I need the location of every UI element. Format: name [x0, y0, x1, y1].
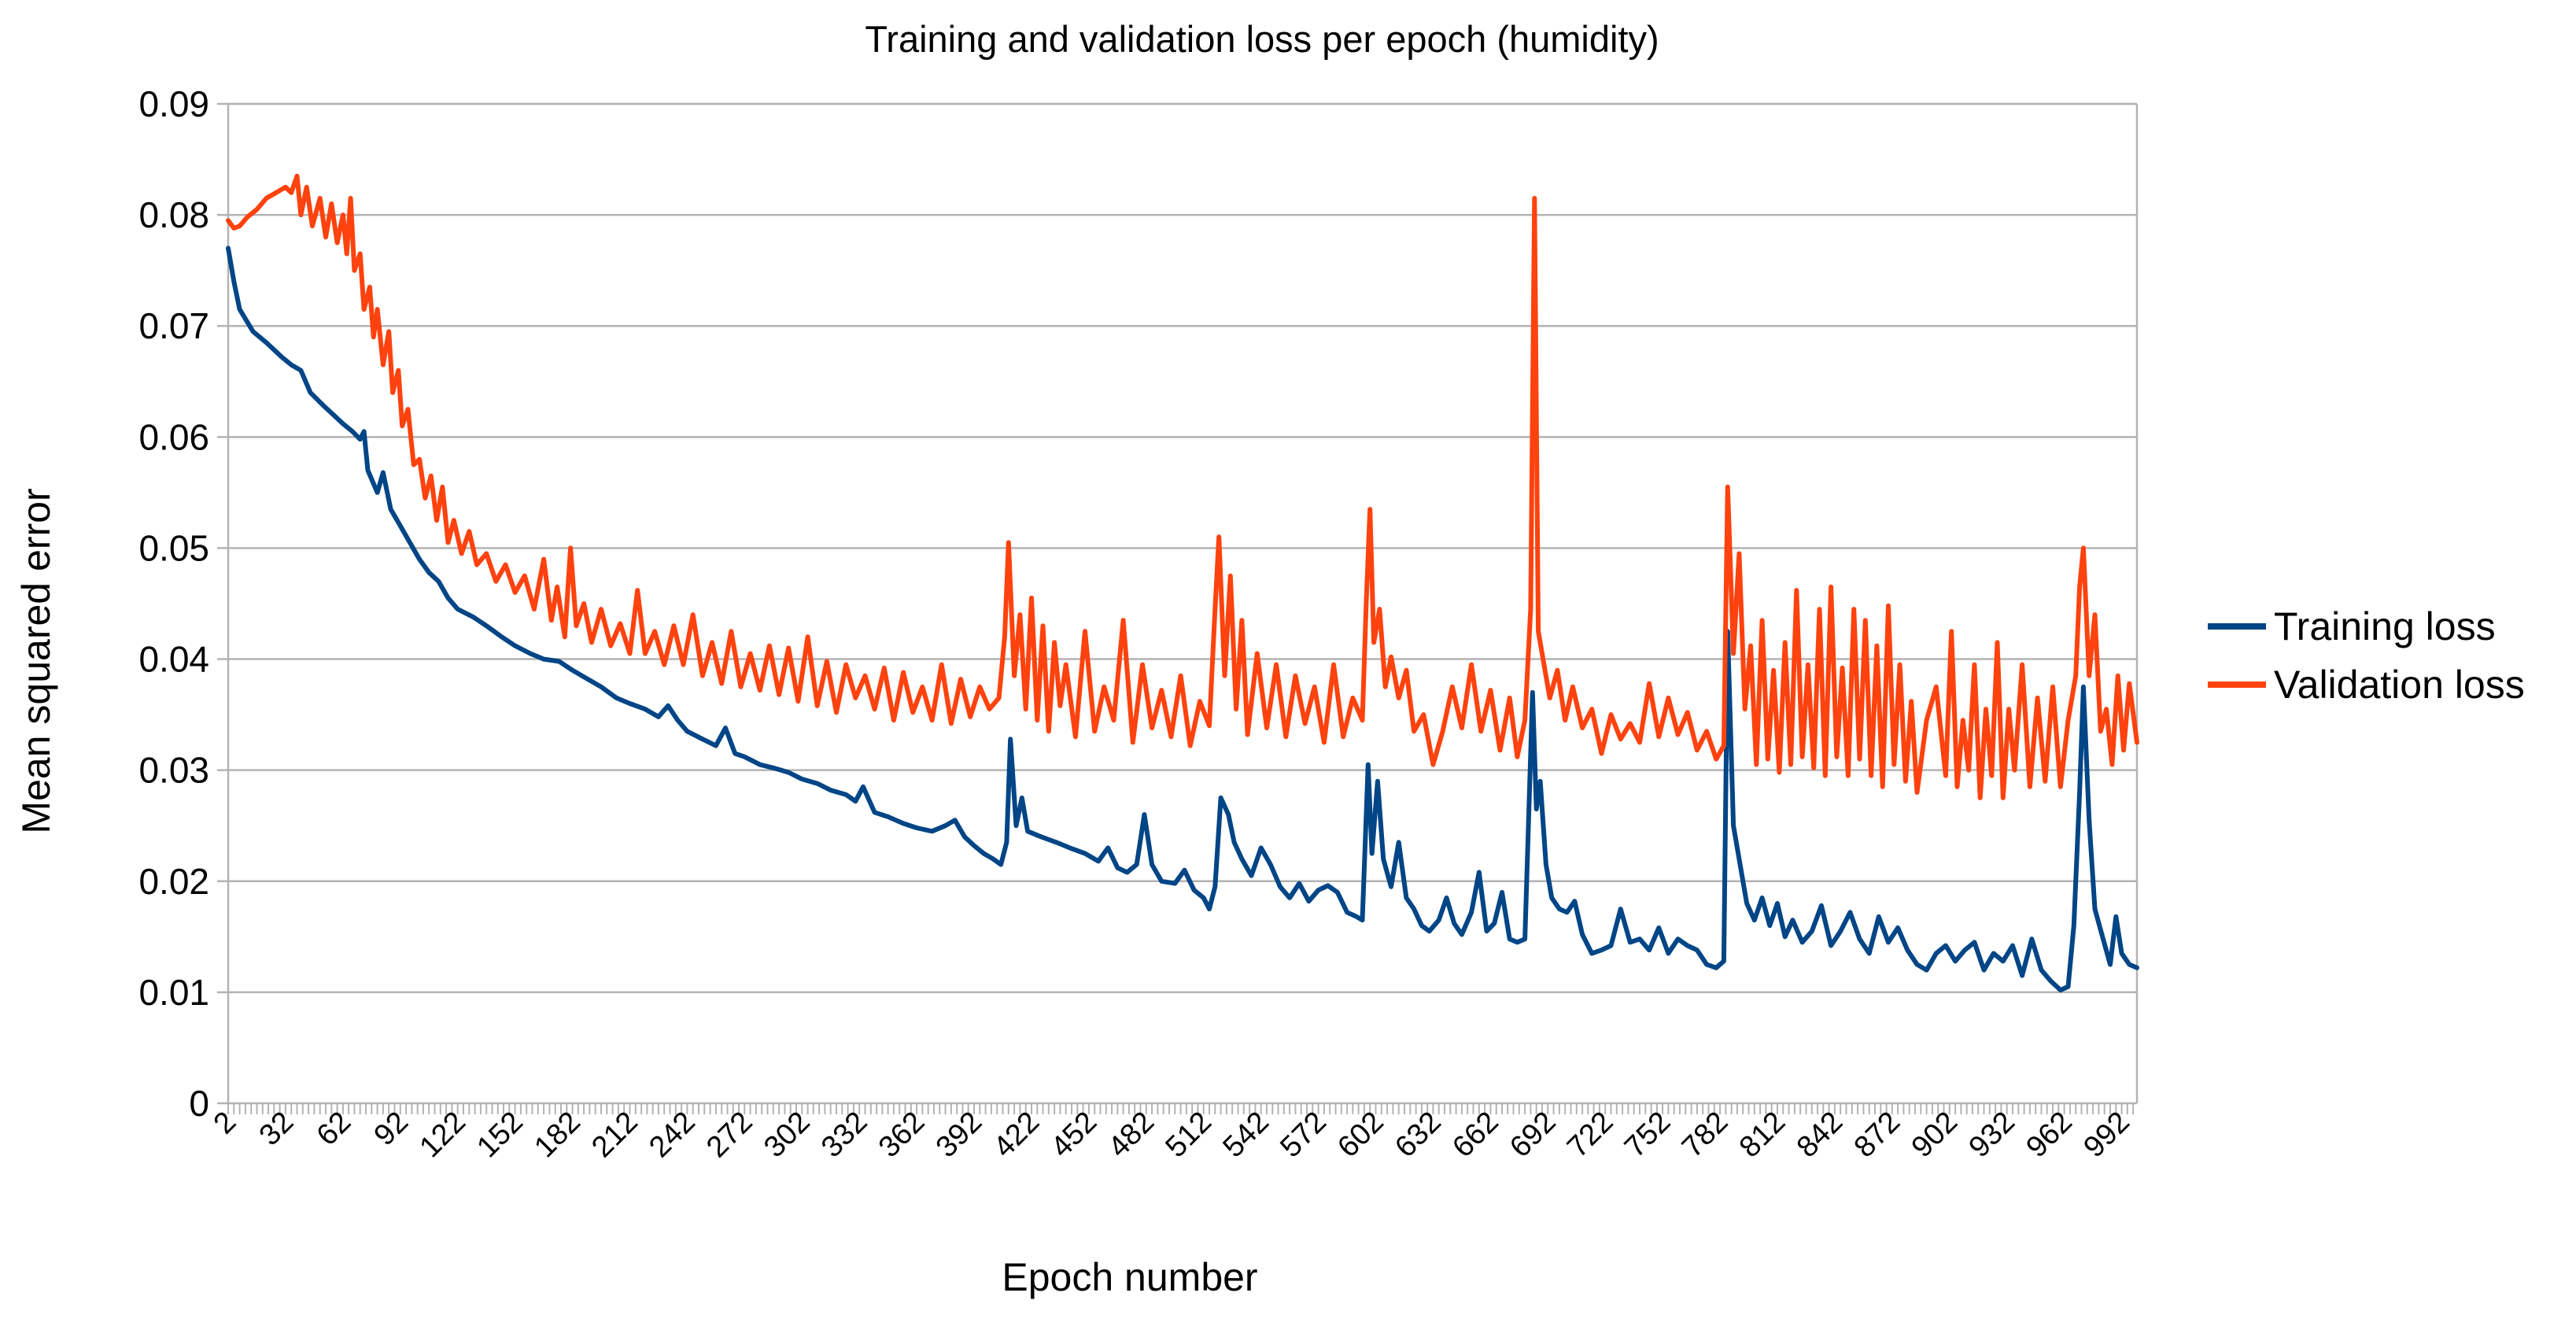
- y-tick-label: 0.07: [138, 305, 209, 346]
- y-tick-label: 0.08: [138, 194, 209, 235]
- y-tick-label: 0.03: [138, 750, 209, 791]
- series-line-training-loss: [226, 246, 2139, 993]
- y-axis-ticks: 0 0.01 0.02 0.03 0.04 0.05 0.06 0.07 0.08 0.09: [138, 83, 228, 1124]
- y-tick-label: 0.04: [138, 639, 209, 680]
- y-tick-label: 0.06: [138, 416, 209, 457]
- legend: Training loss Validation loss: [2208, 604, 2525, 707]
- y-axis-label: Mean squared error: [14, 488, 58, 833]
- y-tick-label: 0: [189, 1083, 209, 1124]
- x-axis-label: Epoch number: [1002, 1255, 1257, 1299]
- legend-label-validation-loss: Validation loss: [2274, 663, 2525, 707]
- axes: [227, 102, 2139, 1105]
- chart-title: Training and validation loss per epoch (…: [865, 18, 1659, 60]
- series-line-validation-loss: [226, 173, 2139, 800]
- y-tick-label: 0.05: [138, 527, 209, 568]
- y-tick-label: 0.01: [138, 972, 209, 1013]
- y-tick-label: 0.02: [138, 861, 209, 902]
- series-lines: [226, 173, 2139, 993]
- y-tick-label: 0.09: [138, 83, 209, 124]
- legend-label-training-loss: Training loss: [2274, 604, 2496, 648]
- x-tick-marks: [227, 1103, 2135, 1114]
